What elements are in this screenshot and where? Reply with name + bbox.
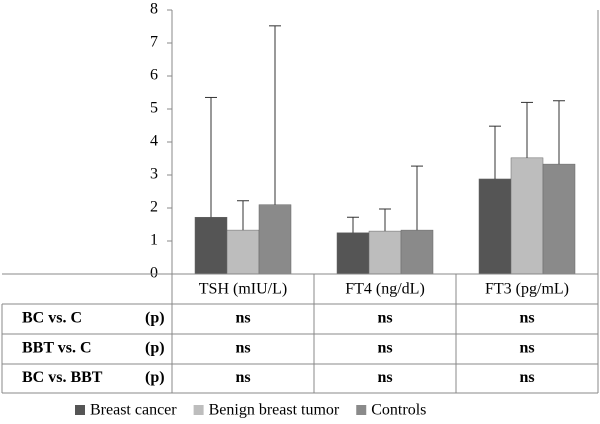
y-tick-label: 0 [150, 265, 158, 282]
table-cell: ns [377, 369, 392, 386]
x-tick-label: TSH (mIU/L) [199, 281, 287, 298]
row-p-label: (p) [145, 369, 165, 386]
y-tick-label: 3 [150, 166, 158, 183]
bar [542, 163, 576, 275]
table-cell: ns [519, 340, 534, 357]
table-cell: ns [235, 340, 250, 357]
row-label: BBT vs. C [22, 340, 92, 357]
bar [400, 229, 434, 275]
table-cell: ns [377, 310, 392, 327]
y-tick-label: 2 [150, 199, 158, 216]
table-cell: ns [519, 310, 534, 327]
table-cell: ns [235, 369, 250, 386]
bar [368, 230, 402, 275]
legend-label: Breast cancer [90, 402, 177, 419]
x-tick-label: FT4 (ng/dL) [345, 281, 425, 298]
legend-label: Benign breast tumor [209, 402, 340, 419]
bar [194, 216, 228, 275]
y-tick-label: 1 [150, 232, 158, 249]
bar [258, 204, 292, 275]
row-p-label: (p) [145, 340, 165, 357]
y-tick-label: 8 [150, 1, 158, 18]
table-cell: ns [235, 310, 250, 327]
y-tick-label: 5 [150, 100, 158, 117]
table-cell: ns [519, 369, 534, 386]
bar [478, 178, 512, 275]
bar [226, 229, 260, 275]
y-tick-label: 6 [150, 67, 158, 84]
row-label: BC vs. C [22, 310, 82, 327]
legend-swatch [356, 405, 367, 415]
legend-label: Controls [371, 402, 426, 419]
legend-swatch [75, 405, 85, 415]
x-tick-label: FT3 (pg/mL) [485, 281, 569, 298]
y-tick-label: 7 [150, 34, 158, 51]
y-tick-label: 4 [150, 133, 158, 150]
legend-swatch [193, 405, 204, 415]
row-p-label: (p) [145, 310, 165, 327]
row-label: BC vs. BBT [22, 369, 103, 386]
bar [336, 232, 370, 275]
table-cell: ns [377, 340, 392, 357]
bar [510, 157, 544, 275]
